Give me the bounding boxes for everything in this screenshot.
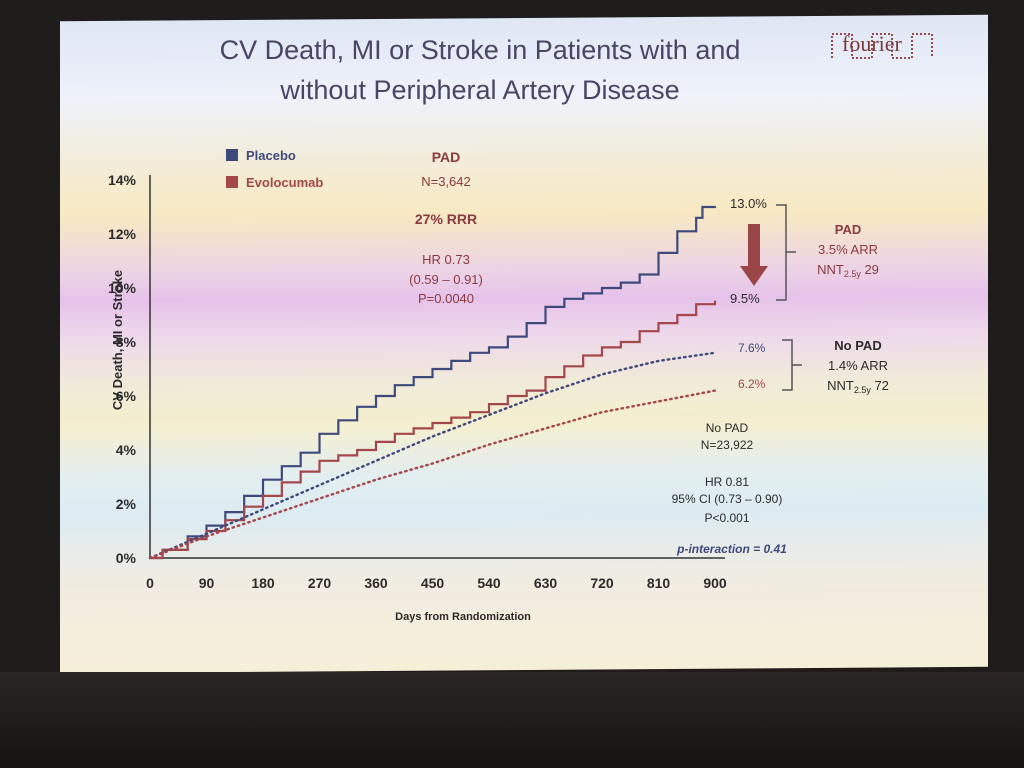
x-tick-label: 180 — [251, 575, 275, 591]
title-line-2: without Peripheral Artery Disease — [280, 75, 680, 105]
logo-text: fourier — [842, 31, 902, 56]
axes-layer: 0% 2% 4% 6% 8% 10% 12% 14% 0 90 180 270 360 450 540 630… — [108, 172, 727, 591]
series-line-0 — [148, 205, 717, 560]
y-axis-title: CV Death, MI or Stroke — [110, 270, 125, 410]
nopad-p: P<0.001 — [704, 511, 749, 525]
legend-label-placebo: Placebo — [246, 148, 296, 163]
x-tick-label: 630 — [534, 575, 558, 591]
pad-rrr: 27% RRR — [415, 211, 477, 227]
pad-bracket-title: PAD — [835, 222, 861, 237]
x-tick-label: 270 — [308, 575, 332, 591]
x-tick-label: 900 — [703, 575, 727, 591]
nopad-hr: HR 0.81 — [705, 475, 749, 489]
p-interaction: p-interaction = 0.41 — [676, 542, 787, 556]
nopad-bracket — [782, 339, 793, 391]
x-tick-label: 90 — [199, 575, 215, 591]
slide-title: CV Death, MI or Stroke in Patients with … — [120, 30, 840, 110]
pad-end-placebo: 13.0% — [730, 196, 767, 211]
nopad-header: No PAD — [706, 421, 749, 435]
x-tick-label: 0 — [146, 575, 154, 591]
pad-end-evolocumab: 9.5% — [730, 291, 760, 306]
series-line-1 — [148, 300, 717, 560]
x-tick-label: 810 — [647, 575, 671, 591]
legend-swatch-placebo — [226, 149, 238, 161]
y-tick-label: 4% — [116, 442, 137, 458]
y-tick-label: 2% — [116, 496, 137, 512]
y-tick-label: 8% — [116, 334, 137, 350]
nopad-n: N=23,922 — [701, 438, 754, 452]
nopad-bracket-nnt: NNT2.5y 72 — [827, 378, 889, 395]
nopad-ci: 95% CI (0.73 – 0.90) — [672, 492, 783, 506]
fourier-logo: fourier — [830, 28, 940, 62]
pad-n: N=3,642 — [421, 174, 471, 189]
pad-header: PAD — [432, 149, 461, 165]
y-tick-label: 6% — [116, 388, 137, 404]
x-tick-label: 360 — [364, 575, 388, 591]
series-line-3 — [148, 389, 717, 560]
series-line-2 — [148, 351, 717, 560]
y-tick-label: 12% — [108, 226, 137, 242]
pad-bracket-arr: 3.5% ARR — [818, 242, 878, 257]
nopad-end-placebo: 7.6% — [738, 341, 766, 355]
y-tick-label: 14% — [108, 172, 137, 188]
pad-p: P=0.0040 — [418, 291, 474, 306]
legend-label-evolocumab: Evolocumab — [246, 175, 323, 190]
logo-wave-icon — [831, 33, 933, 59]
pad-bracket — [776, 204, 787, 301]
legend-swatch-evolocumab — [226, 176, 238, 188]
pad-hr: HR 0.73 — [422, 252, 470, 267]
x-tick-label: 450 — [421, 575, 445, 591]
pad-bracket-nnt: NNT2.5y 29 — [817, 262, 879, 279]
x-axis-title: Days from Randomization — [395, 611, 531, 623]
nopad-bracket-arr: 1.4% ARR — [828, 358, 888, 373]
nopad-bracket-title: No PAD — [834, 338, 881, 353]
y-tick-label: 0% — [116, 550, 137, 566]
reduction-arrow-icon — [740, 224, 768, 286]
x-tick-label: 540 — [477, 575, 501, 591]
y-tick-label: 10% — [108, 280, 137, 296]
pad-ci: (0.59 – 0.91) — [409, 272, 483, 287]
title-line-1: CV Death, MI or Stroke in Patients with … — [219, 35, 741, 65]
nopad-end-evolocumab: 6.2% — [738, 377, 766, 391]
stage-floor — [0, 672, 1024, 768]
x-tick-label: 720 — [590, 575, 614, 591]
series-layer — [148, 205, 717, 560]
